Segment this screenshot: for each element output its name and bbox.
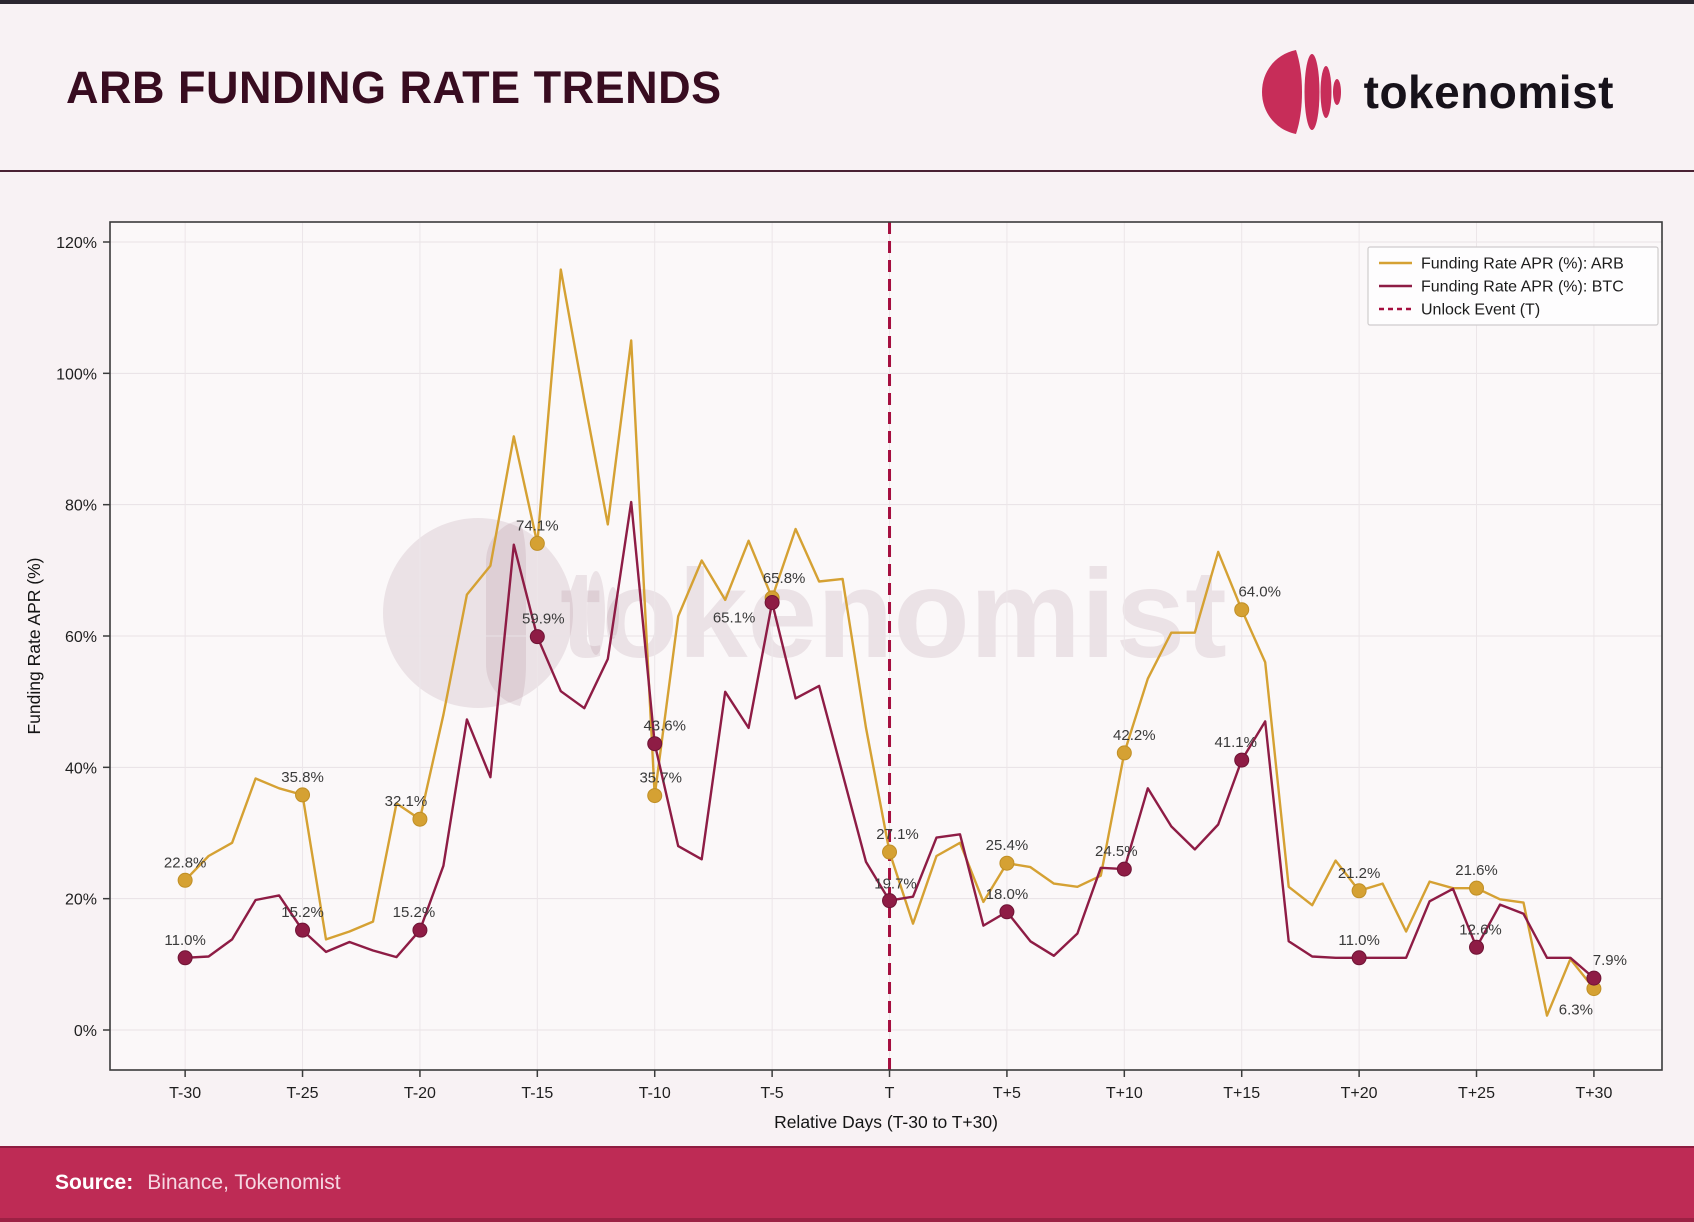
svg-text:T-5: T-5: [761, 1085, 784, 1102]
data-point-marker: [647, 788, 663, 804]
top-edge-bar: [0, 0, 1694, 4]
svg-text:35.8%: 35.8%: [281, 769, 324, 786]
data-point-marker: [1469, 939, 1485, 955]
svg-text:6.3%: 6.3%: [1559, 1002, 1593, 1019]
data-point-marker: [1234, 752, 1250, 768]
svg-text:12.6%: 12.6%: [1459, 921, 1502, 938]
svg-text:40%: 40%: [65, 760, 97, 777]
svg-text:43.6%: 43.6%: [643, 718, 686, 735]
data-point-marker: [295, 922, 311, 938]
axis-ticks: 0% 20% 40% 60% 80% 100% 120% T-30 T-25 T-20 T-15 T-…: [56, 235, 1612, 1102]
svg-text:T: T: [885, 1085, 895, 1102]
brand: tokenomist: [1261, 50, 1614, 134]
plot-border: [109, 221, 1663, 1071]
data-point-marker: [529, 629, 545, 645]
data-point-marker: [1469, 880, 1485, 896]
svg-text:tokenomist: tokenomist: [560, 545, 1227, 684]
svg-text:11.0%: 11.0%: [1338, 932, 1379, 949]
brand-wordmark: tokenomist: [1363, 66, 1614, 118]
svg-text:25.4%: 25.4%: [986, 837, 1029, 854]
data-point-marker: [647, 736, 663, 752]
data-point-marker: [999, 855, 1015, 871]
svg-text:Funding Rate APR (%): ARB: Funding Rate APR (%): ARB: [1421, 256, 1624, 273]
data-point-marker: [1351, 950, 1367, 966]
svg-text:41.1%: 41.1%: [1214, 734, 1257, 751]
page-title: ARB FUNDING RATE TRENDS: [66, 62, 722, 113]
svg-text:24.5%: 24.5%: [1095, 843, 1138, 860]
data-point-marker: [412, 922, 428, 938]
data-point-marker: [999, 904, 1015, 920]
svg-text:65.8%: 65.8%: [763, 570, 806, 587]
data-point-marker: [177, 950, 193, 966]
svg-text:T-15: T-15: [521, 1085, 553, 1102]
svg-text:74.1%: 74.1%: [516, 517, 559, 534]
svg-text:T-30: T-30: [169, 1085, 201, 1102]
source-value: Binance, Tokenomist: [147, 1171, 341, 1194]
tokenomist-logo-icon: [1261, 50, 1341, 134]
data-point-marker: [529, 535, 545, 551]
svg-text:18.0%: 18.0%: [986, 886, 1029, 903]
svg-text:T-10: T-10: [639, 1085, 671, 1102]
data-point-marker: [882, 893, 898, 909]
x-axis-title: Relative Days (T-30 to T+30): [774, 1112, 998, 1132]
svg-text:21.2%: 21.2%: [1338, 865, 1381, 882]
svg-text:100%: 100%: [56, 366, 97, 383]
data-point-marker: [1586, 970, 1602, 986]
svg-text:65.1%: 65.1%: [713, 610, 756, 627]
svg-text:60%: 60%: [65, 629, 97, 646]
data-point-marker: [882, 844, 898, 860]
svg-text:Funding Rate APR (%): BTC: Funding Rate APR (%): BTC: [1421, 279, 1624, 296]
svg-text:15.2%: 15.2%: [393, 904, 436, 921]
data-point-marker: [295, 787, 311, 803]
svg-text:0%: 0%: [74, 1023, 97, 1040]
data-point-marker: [764, 595, 780, 611]
svg-text:64.0%: 64.0%: [1238, 584, 1281, 601]
svg-text:T+5: T+5: [993, 1085, 1021, 1102]
funding-rate-chart[interactable]: tokenomist 22.8% 35.8% 32.1% 74.1% 35.7% 65.8%…: [0, 172, 1694, 1146]
svg-text:T+25: T+25: [1458, 1085, 1495, 1102]
svg-text:15.2%: 15.2%: [281, 904, 324, 921]
source-label: Source:: [55, 1171, 134, 1194]
chart-panel: tokenomist 22.8% 35.8% 32.1% 74.1% 35.7% 65.8%…: [0, 172, 1694, 1146]
svg-text:35.7%: 35.7%: [639, 770, 682, 787]
svg-text:T-20: T-20: [404, 1085, 436, 1102]
data-labels: 22.8% 35.8% 32.1% 74.1% 35.7% 65.8% 27.1% 25.4%…: [164, 517, 1627, 1018]
header-divider: [0, 170, 1694, 172]
svg-text:T+10: T+10: [1106, 1085, 1143, 1102]
svg-text:22.8%: 22.8%: [164, 854, 207, 871]
svg-text:Unlock Event (T): Unlock Event (T): [1421, 302, 1540, 319]
watermark-logo: tokenomist: [383, 518, 1227, 708]
svg-text:120%: 120%: [56, 235, 97, 252]
data-point-marker: [177, 872, 193, 888]
data-point-marker: [1234, 602, 1250, 618]
legend: Funding Rate APR (%): ARB Funding Rate AP…: [1367, 246, 1659, 326]
svg-text:11.0%: 11.0%: [164, 932, 205, 949]
data-point-marker: [1116, 745, 1132, 761]
svg-text:21.6%: 21.6%: [1455, 862, 1498, 879]
svg-text:80%: 80%: [65, 498, 97, 515]
header: ARB FUNDING RATE TRENDS tokenomist: [0, 4, 1694, 170]
svg-text:19.7%: 19.7%: [874, 876, 917, 893]
svg-text:42.2%: 42.2%: [1113, 727, 1156, 744]
svg-text:T-25: T-25: [287, 1085, 319, 1102]
y-axis-title: Funding Rate APR (%): [24, 557, 44, 734]
svg-text:7.9%: 7.9%: [1593, 952, 1627, 969]
svg-text:T+15: T+15: [1223, 1085, 1260, 1102]
footer: Source: Binance, Tokenomist: [0, 1146, 1694, 1222]
svg-text:27.1%: 27.1%: [876, 826, 919, 843]
data-point-marker: [412, 811, 428, 827]
svg-text:59.9%: 59.9%: [522, 611, 565, 628]
plot-area: [110, 222, 1662, 1070]
data-point-marker: [1116, 861, 1132, 877]
svg-text:T+30: T+30: [1575, 1085, 1612, 1102]
data-point-marker: [1351, 883, 1367, 899]
svg-text:32.1%: 32.1%: [385, 793, 428, 810]
svg-text:20%: 20%: [65, 892, 97, 909]
svg-text:T+20: T+20: [1341, 1085, 1378, 1102]
